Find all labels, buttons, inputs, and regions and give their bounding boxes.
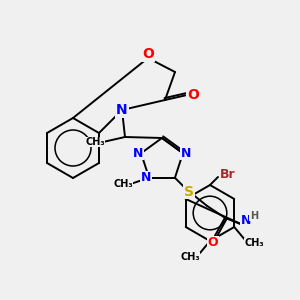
Text: N: N [181,147,191,160]
Text: H: H [250,211,258,221]
Text: N: N [241,214,251,227]
Text: CH₃: CH₃ [244,238,264,248]
Text: S: S [184,185,194,199]
Text: O: O [187,88,199,102]
Text: N: N [133,147,143,160]
Text: CH₃: CH₃ [85,137,105,147]
Text: O: O [208,236,218,249]
Text: CH₃: CH₃ [113,179,133,189]
Text: N: N [116,103,128,117]
Text: O: O [142,47,154,61]
Text: CH₃: CH₃ [180,252,200,262]
Text: Br: Br [220,167,236,181]
Text: N: N [141,171,151,184]
